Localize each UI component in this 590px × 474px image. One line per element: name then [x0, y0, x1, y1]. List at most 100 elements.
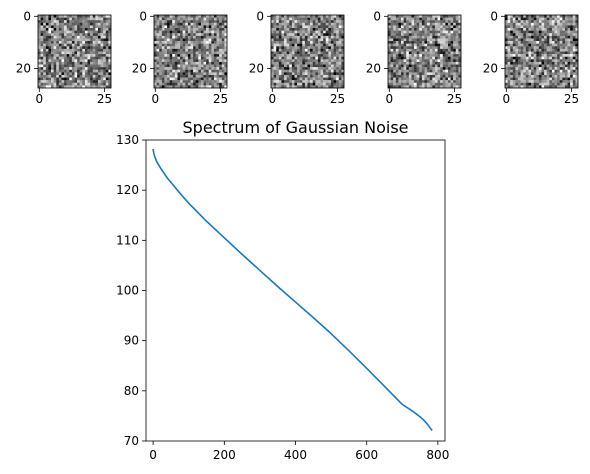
noise-pixel	[297, 51, 300, 55]
noise-pixel	[528, 74, 532, 78]
noise-pixel	[216, 43, 220, 47]
noise-pixel	[437, 51, 441, 55]
noise-pixel	[330, 48, 334, 52]
noise-pixel	[442, 43, 446, 47]
noise-pixel	[549, 67, 553, 70]
noise-pixel	[450, 74, 454, 78]
noise-pixel	[156, 35, 160, 39]
noise-pixel	[213, 30, 217, 34]
noise-pixel	[172, 82, 176, 86]
noise-pixel	[323, 74, 326, 78]
noise-pixel	[304, 72, 308, 76]
noise-pixel	[447, 61, 451, 65]
noise-pixel	[307, 61, 311, 65]
noise-pixel	[206, 33, 209, 37]
noise-pixel	[276, 33, 279, 37]
noise-pixel	[203, 72, 207, 76]
noise-pixel	[294, 80, 298, 83]
noise-pixel	[421, 38, 425, 42]
noise-pixel	[177, 80, 181, 83]
noise-pixel	[416, 54, 420, 57]
noise-pixel	[434, 38, 438, 42]
noise-pixel	[69, 17, 73, 21]
noise-pixel	[79, 20, 83, 23]
noise-pixel	[564, 15, 568, 18]
noise-pixel	[328, 80, 332, 83]
noise-pixel	[515, 20, 519, 23]
noise-pixel	[390, 54, 394, 57]
noise-pixel	[544, 35, 547, 39]
noise-pixel	[219, 48, 222, 52]
noise-pixel	[310, 41, 313, 44]
noise-pixel	[427, 77, 430, 81]
noise-pixel	[515, 22, 519, 26]
noise-pixel	[310, 38, 313, 42]
noise-pixel	[330, 54, 334, 57]
noise-pixel	[187, 43, 191, 47]
noise-pixel	[216, 28, 220, 31]
noise-pixel	[224, 38, 228, 42]
noise-pixel	[538, 80, 542, 83]
noise-pixel	[71, 38, 75, 42]
noise-pixel	[559, 38, 563, 42]
noise-pixel	[159, 25, 162, 29]
noise-pixel	[310, 43, 313, 47]
noise-pixel	[549, 15, 553, 18]
noise-pixel	[512, 59, 516, 63]
noise-pixel	[195, 46, 199, 50]
noise-pixel	[307, 48, 311, 52]
noise-pixel	[103, 41, 106, 44]
noise-pixel	[520, 80, 524, 83]
noise-pixel	[219, 20, 222, 23]
noise-pixel	[43, 17, 46, 21]
noise-pixel	[572, 82, 576, 86]
noise-pixel	[437, 85, 441, 89]
noise-pixel	[395, 17, 399, 21]
noise-pixel	[453, 46, 456, 50]
noise-pixel	[182, 22, 186, 26]
noise-pixel	[87, 56, 91, 60]
noise-pixel	[536, 41, 540, 44]
noise-pixel	[77, 51, 80, 55]
noise-pixel	[393, 22, 396, 26]
noise-pixel	[289, 69, 293, 73]
noise-pixel	[330, 51, 334, 55]
noise-pixel	[450, 35, 454, 39]
noise-pixel	[518, 51, 521, 55]
noise-pixel	[105, 48, 109, 52]
noise-pixel	[95, 67, 99, 70]
noise-pixel	[533, 25, 537, 29]
noise-pixel	[200, 48, 204, 52]
noise-pixel	[450, 46, 454, 50]
noise-pixel	[66, 72, 70, 76]
noise-pixel	[208, 46, 212, 50]
noise-pixel	[518, 38, 521, 42]
noise-pixel	[421, 33, 425, 37]
noise-pixel	[108, 51, 112, 55]
noise-pixel	[445, 69, 449, 73]
noise-pixel	[64, 48, 67, 52]
noise-pixel	[100, 33, 104, 37]
noise-pixel	[172, 25, 176, 29]
noise-pixel	[549, 51, 553, 55]
noise-pixel	[299, 61, 303, 65]
noise-pixel	[105, 61, 109, 65]
noise-pixel	[414, 46, 417, 50]
noise-pixel	[341, 20, 345, 23]
noise-pixel	[505, 61, 508, 65]
noise-pixel	[523, 72, 527, 76]
noise-pixel	[408, 22, 412, 26]
noise-pixel	[541, 20, 545, 23]
noise-pixel	[416, 74, 420, 78]
noise-pixel	[442, 33, 446, 37]
noise-pixel	[200, 59, 204, 63]
noise-pixel	[167, 30, 170, 34]
noise-pixel	[304, 43, 308, 47]
noise-pixel	[156, 38, 160, 42]
noise-pixel	[533, 77, 537, 81]
noise-pixel	[312, 46, 316, 50]
noise-pixel	[544, 72, 547, 76]
noise-pixel	[395, 56, 399, 60]
noise-pixel	[421, 64, 425, 68]
noise-pixel	[294, 25, 298, 29]
